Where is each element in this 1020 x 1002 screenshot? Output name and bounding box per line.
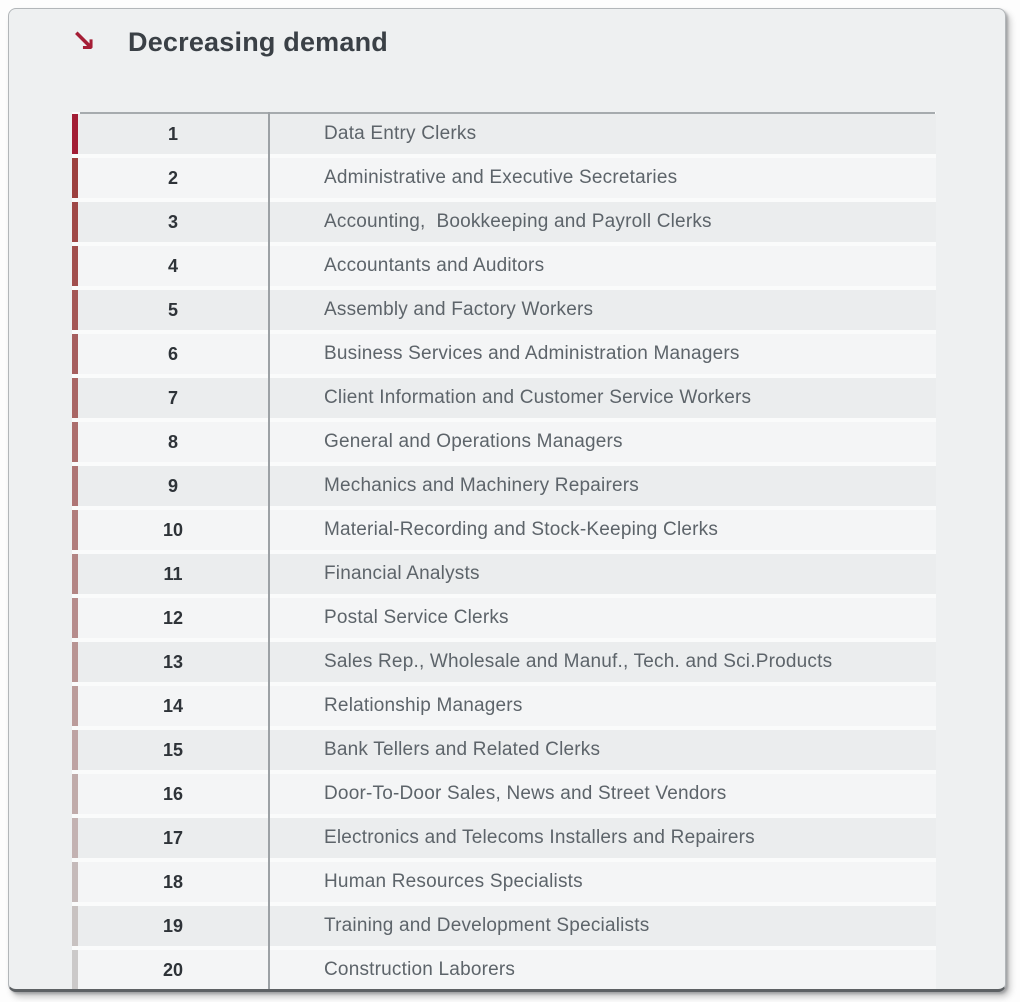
- table-row: 2 Administrative and Executive Secretari…: [72, 158, 936, 198]
- rank-color-bar: [72, 114, 78, 154]
- rank-color-bar: [72, 642, 78, 682]
- table-row: 18 Human Resources Specialists: [72, 862, 936, 902]
- table-row: 3 Accounting, Bookkeeping and Payroll Cl…: [72, 202, 936, 242]
- rank-cell: 10: [78, 510, 268, 550]
- occupation-cell: Assembly and Factory Workers: [268, 290, 936, 330]
- figure-card: ↘ Decreasing demand 1 Data Entry Clerks …: [8, 8, 1006, 992]
- rank-cell: 1: [78, 114, 268, 154]
- rank-color-bar: [72, 950, 78, 989]
- column-divider: [268, 112, 270, 989]
- table-row: 20 Construction Laborers: [72, 950, 936, 989]
- table-row: 17 Electronics and Telecoms Installers a…: [72, 818, 936, 858]
- table-row: 1 Data Entry Clerks: [72, 114, 936, 154]
- occupation-cell: Data Entry Clerks: [268, 114, 936, 154]
- rank-color-bar: [72, 730, 78, 770]
- table-row: 8 General and Operations Managers: [72, 422, 936, 462]
- rank-color-bar: [72, 202, 78, 242]
- rank-cell: 7: [78, 378, 268, 418]
- table-rows: 1 Data Entry Clerks 2 Administrative and…: [72, 112, 936, 989]
- rank-color-bar: [72, 466, 78, 506]
- rank-color-bar: [72, 598, 78, 638]
- rank-color-bar: [72, 246, 78, 286]
- rank-cell: 4: [78, 246, 268, 286]
- rank-cell: 2: [78, 158, 268, 198]
- rank-color-bar: [72, 774, 78, 814]
- table-top-border: [80, 112, 935, 114]
- table-row: 7 Client Information and Customer Servic…: [72, 378, 936, 418]
- occupation-cell: Relationship Managers: [268, 686, 936, 726]
- arrow-down-right-icon: ↘: [71, 25, 97, 58]
- rank-color-bar: [72, 422, 78, 462]
- rank-color-bar: [72, 862, 78, 902]
- rank-cell: 12: [78, 598, 268, 638]
- occupation-cell: Mechanics and Machinery Repairers: [268, 466, 936, 506]
- rank-color-bar: [72, 378, 78, 418]
- occupation-cell: Door-To-Door Sales, News and Street Vend…: [268, 774, 936, 814]
- occupation-cell: Client Information and Customer Service …: [268, 378, 936, 418]
- rank-color-bar: [72, 290, 78, 330]
- table-row: 14 Relationship Managers: [72, 686, 936, 726]
- table-row: 19 Training and Development Specialists: [72, 906, 936, 946]
- occupation-cell: General and Operations Managers: [268, 422, 936, 462]
- occupation-cell: Administrative and Executive Secretaries: [268, 158, 936, 198]
- table-row: 5 Assembly and Factory Workers: [72, 290, 936, 330]
- occupation-cell: Construction Laborers: [268, 950, 936, 989]
- rank-cell: 13: [78, 642, 268, 682]
- rank-cell: 6: [78, 334, 268, 374]
- occupation-cell: Accountants and Auditors: [268, 246, 936, 286]
- table-row: 10 Material-Recording and Stock-Keeping …: [72, 510, 936, 550]
- rank-color-bar: [72, 554, 78, 594]
- occupation-cell: Bank Tellers and Related Clerks: [268, 730, 936, 770]
- occupation-cell: Postal Service Clerks: [268, 598, 936, 638]
- table-row: 13 Sales Rep., Wholesale and Manuf., Tec…: [72, 642, 936, 682]
- occupation-cell: Training and Development Specialists: [268, 906, 936, 946]
- rank-cell: 17: [78, 818, 268, 858]
- table-row: 12 Postal Service Clerks: [72, 598, 936, 638]
- occupation-cell: Human Resources Specialists: [268, 862, 936, 902]
- occupation-cell: Electronics and Telecoms Installers and …: [268, 818, 936, 858]
- table-row: 11 Financial Analysts: [72, 554, 936, 594]
- rank-color-bar: [72, 334, 78, 374]
- rank-color-bar: [72, 906, 78, 946]
- rank-cell: 11: [78, 554, 268, 594]
- rank-cell: 14: [78, 686, 268, 726]
- table-row: 16 Door-To-Door Sales, News and Street V…: [72, 774, 936, 814]
- table-row: 4 Accountants and Auditors: [72, 246, 936, 286]
- occupation-cell: Material-Recording and Stock-Keeping Cle…: [268, 510, 936, 550]
- rank-color-bar: [72, 158, 78, 198]
- rank-color-bar: [72, 818, 78, 858]
- rank-cell: 8: [78, 422, 268, 462]
- rank-cell: 16: [78, 774, 268, 814]
- occupation-cell: Business Services and Administration Man…: [268, 334, 936, 374]
- rank-cell: 5: [78, 290, 268, 330]
- occupation-cell: Financial Analysts: [268, 554, 936, 594]
- table-row: 15 Bank Tellers and Related Clerks: [72, 730, 936, 770]
- rank-cell: 20: [78, 950, 268, 989]
- rank-cell: 3: [78, 202, 268, 242]
- page-title: Decreasing demand: [128, 27, 388, 57]
- rank-color-bar: [72, 686, 78, 726]
- rank-cell: 18: [78, 862, 268, 902]
- table-row: 6 Business Services and Administration M…: [72, 334, 936, 374]
- rank-color-bar: [72, 510, 78, 550]
- occupation-cell: Accounting, Bookkeeping and Payroll Cler…: [268, 202, 936, 242]
- rank-cell: 15: [78, 730, 268, 770]
- rank-cell: 19: [78, 906, 268, 946]
- table-row: 9 Mechanics and Machinery Repairers: [72, 466, 936, 506]
- figure-header: ↘ Decreasing demand: [71, 25, 388, 59]
- ranking-table: 1 Data Entry Clerks 2 Administrative and…: [72, 112, 936, 989]
- occupation-cell: Sales Rep., Wholesale and Manuf., Tech. …: [268, 642, 936, 682]
- rank-cell: 9: [78, 466, 268, 506]
